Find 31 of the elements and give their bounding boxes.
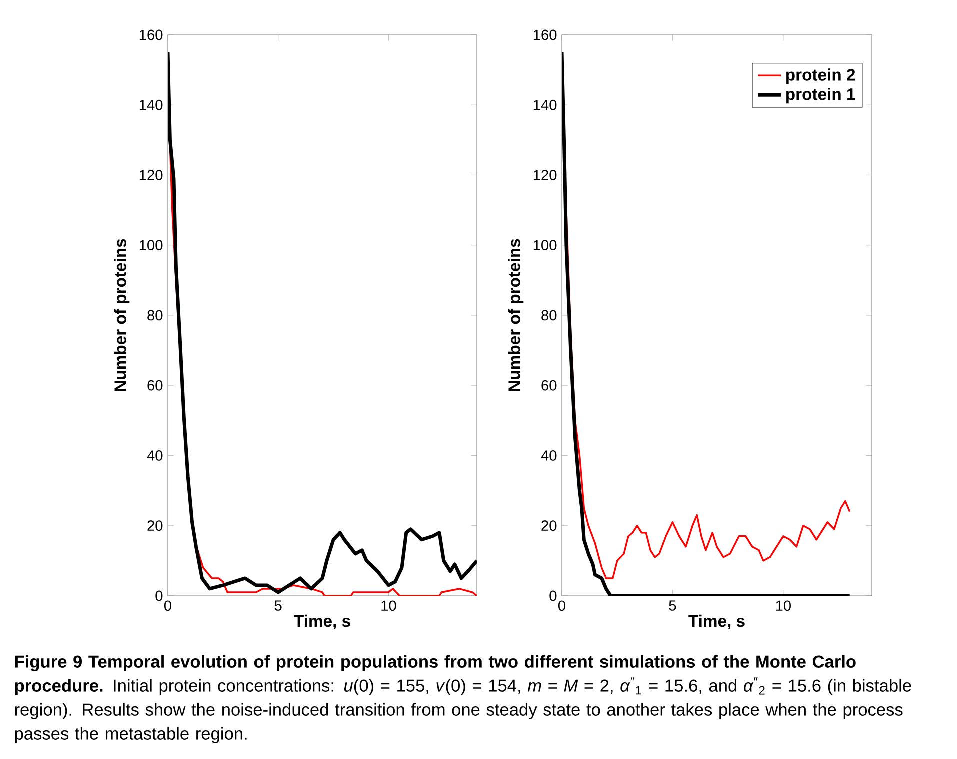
y-tick-label: 100 — [140, 240, 163, 251]
y-tick-label: 20 — [148, 520, 163, 532]
y-tick-label: 160 — [534, 30, 557, 40]
legend-label: protein 1 — [786, 88, 856, 104]
x-tick-label: 5 — [274, 600, 282, 611]
x-tick-label: 0 — [558, 600, 566, 612]
text: Figure 9 Temporal evolution of protein populations from two different simulations of the Monte Carlo procedure. Initial protein concentrations: u(0) = 155, v(0) = 154, m = M = 2, α$^{″}$$_{1}$ = 15.6, and α$^{″}$$_{2}$ = 15.6 (in bistable region). Results show the noise-induced transition from one steady state to another takes place when the process passes the metastable region. — [15, 655, 912, 744]
x-tick-label: 10 — [776, 600, 791, 612]
y-tick-label: 160 — [140, 30, 163, 40]
y-tick-label: 60 — [542, 380, 557, 391]
y-tick-label: 80 — [148, 310, 163, 321]
y-tick-label: 0 — [156, 590, 163, 602]
y-tick-label: 0 — [550, 590, 557, 602]
y-tick-label: 120 — [140, 170, 163, 180]
y-tick-label: 140 — [534, 100, 557, 110]
x-tick-label: 0 — [164, 600, 172, 612]
y-axis-title: Number of proteins — [114, 239, 130, 392]
y-tick-label: 140 — [140, 100, 163, 110]
y-axis-title: Number of proteins — [508, 239, 524, 392]
y-tick-label: 60 — [148, 380, 163, 391]
y-tick-label: 40 — [147, 450, 163, 461]
x-tick-label: 5 — [669, 600, 676, 611]
x-axis-title: Time, s — [294, 614, 350, 630]
y-tick-label: 40 — [541, 450, 557, 461]
x-tick-label: 10 — [382, 600, 396, 612]
y-tick-label: 20 — [542, 520, 557, 532]
y-tick-label: 120 — [534, 170, 557, 180]
x-axis-title: Time, s — [688, 614, 745, 630]
legend-label: protein 2 — [786, 68, 856, 84]
y-tick-label: 100 — [534, 240, 557, 251]
y-tick-label: 80 — [542, 310, 557, 321]
